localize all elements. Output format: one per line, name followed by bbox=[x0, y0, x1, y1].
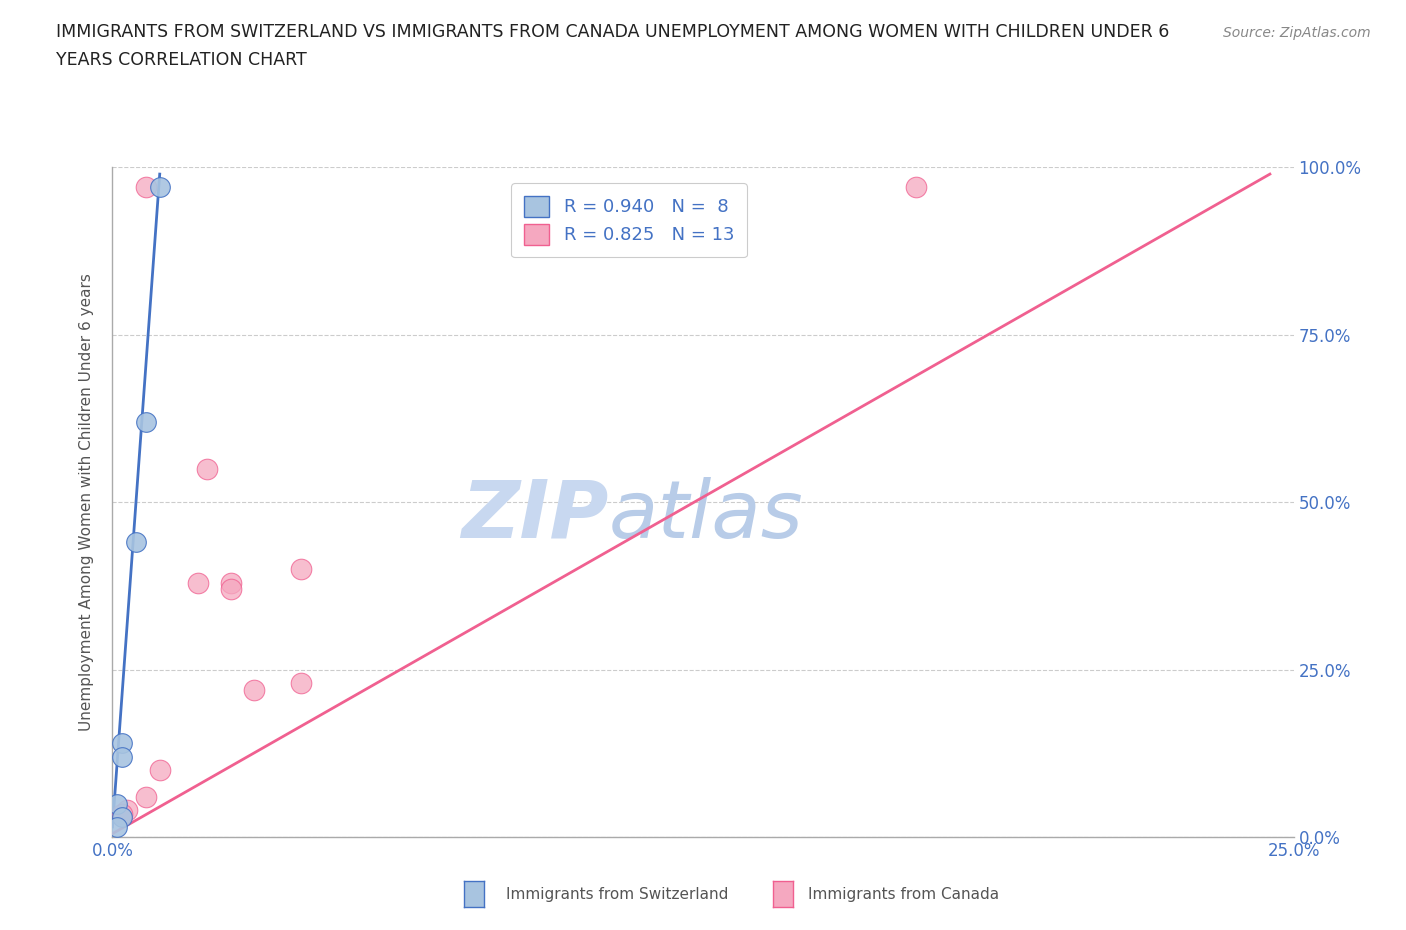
Text: atlas: atlas bbox=[609, 476, 803, 554]
Point bbox=[135, 415, 157, 430]
Point bbox=[111, 736, 134, 751]
Point bbox=[904, 180, 927, 195]
Y-axis label: Unemployment Among Women with Children Under 6 years: Unemployment Among Women with Children U… bbox=[79, 273, 94, 731]
Text: Immigrants from Canada: Immigrants from Canada bbox=[808, 887, 1000, 902]
Text: Immigrants from Switzerland: Immigrants from Switzerland bbox=[506, 887, 728, 902]
Point bbox=[186, 575, 208, 590]
Point bbox=[135, 790, 157, 804]
Point bbox=[115, 803, 138, 817]
Text: IMMIGRANTS FROM SWITZERLAND VS IMMIGRANTS FROM CANADA UNEMPLOYMENT AMONG WOMEN W: IMMIGRANTS FROM SWITZERLAND VS IMMIGRANT… bbox=[56, 23, 1170, 41]
Point bbox=[111, 750, 134, 764]
Point bbox=[219, 582, 242, 597]
Point bbox=[125, 535, 148, 550]
Legend: R = 0.940   N =  8, R = 0.825   N = 13: R = 0.940 N = 8, R = 0.825 N = 13 bbox=[512, 183, 747, 258]
Point bbox=[219, 575, 242, 590]
Point bbox=[290, 675, 312, 690]
Point bbox=[195, 461, 218, 476]
Point bbox=[135, 180, 157, 195]
Point bbox=[111, 809, 134, 824]
Text: ZIP: ZIP bbox=[461, 476, 609, 554]
Point bbox=[105, 796, 128, 811]
Point bbox=[149, 763, 172, 777]
Point bbox=[149, 180, 172, 195]
Point bbox=[243, 683, 266, 698]
Text: YEARS CORRELATION CHART: YEARS CORRELATION CHART bbox=[56, 51, 307, 69]
Text: Source: ZipAtlas.com: Source: ZipAtlas.com bbox=[1223, 26, 1371, 40]
Point bbox=[105, 819, 128, 834]
Point bbox=[290, 562, 312, 577]
Point bbox=[111, 806, 134, 821]
